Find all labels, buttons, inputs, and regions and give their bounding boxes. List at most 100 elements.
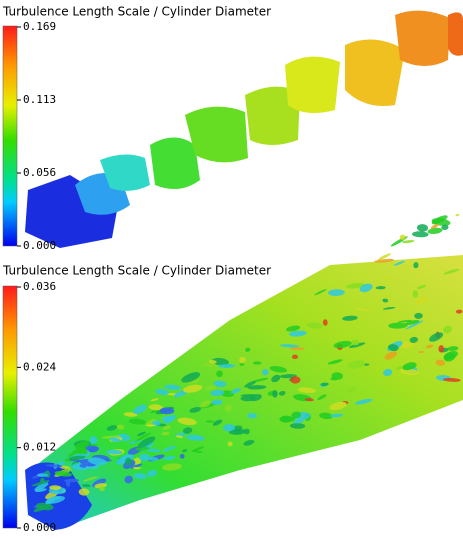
- vortex-structure: [289, 347, 305, 351]
- vortex-structure: [101, 435, 121, 439]
- vortex-structure: [88, 457, 107, 466]
- panel-title: Turbulence Length Scale / Cylinder Diame…: [2, 5, 271, 19]
- vortex-structure: [243, 439, 255, 446]
- vortex-structure: [418, 351, 424, 354]
- vortex-structure: [106, 449, 123, 455]
- vortex-structure: [382, 298, 389, 303]
- vortex-structure: [247, 385, 267, 390]
- vortex-structure: [164, 384, 182, 390]
- vortex-structure: [224, 404, 232, 412]
- vortex-structure: [438, 345, 445, 353]
- vortex-structure: [291, 411, 302, 419]
- vortex-structure: [402, 240, 415, 244]
- vortex-structure: [218, 364, 236, 368]
- vortex-structure: [81, 484, 91, 488]
- vortex-shedding: [25, 10, 463, 248]
- vortex-structure: [173, 390, 188, 398]
- vortex-structure: [269, 366, 288, 373]
- colorbar-tick-label: 0.012: [23, 441, 56, 454]
- vortex-structure: [200, 400, 212, 408]
- vortex-structure: [455, 309, 463, 314]
- vortex-structure: [227, 441, 233, 447]
- vortex-structure: [306, 322, 323, 329]
- vortex-structure: [399, 234, 406, 241]
- colorbar-tick-label: 0.024: [23, 360, 56, 373]
- vortex-structure: [333, 340, 352, 349]
- vortex-structure: [416, 224, 429, 232]
- panel-title: Turbulence Length Scale / Cylinder Diame…: [2, 264, 271, 278]
- vortex-structure: [49, 485, 62, 491]
- vortex-structure: [382, 276, 396, 280]
- vortex-structure: [363, 363, 370, 366]
- vortex-structure: [88, 446, 100, 453]
- vortex-structure: [58, 461, 64, 466]
- vortex-structure: [183, 384, 203, 393]
- vortex-structure: [342, 315, 358, 321]
- vortex-structure: [146, 448, 161, 453]
- vortex-structure: [320, 382, 329, 387]
- vortex-structure: [116, 424, 125, 430]
- vortex-structure: [330, 377, 338, 381]
- vortex-structure: [205, 420, 215, 423]
- colorbar-tick-label: 0.036: [23, 280, 56, 293]
- vortex-structure: [289, 330, 307, 337]
- vortex-structure: [136, 431, 146, 437]
- vortex-structure: [145, 456, 159, 461]
- vortex-structure: [271, 374, 281, 383]
- vortex-structure: [441, 224, 449, 231]
- vortex-structure: [351, 339, 360, 346]
- vortex-structure: [413, 262, 419, 269]
- vortex-structure: [443, 325, 452, 334]
- vortex-blob: [100, 154, 150, 191]
- vortex-structure: [293, 419, 304, 424]
- vortex-structure: [106, 425, 118, 431]
- vortex-structure: [409, 336, 418, 343]
- vortex-structure: [148, 404, 163, 411]
- vortex-structure: [155, 389, 169, 395]
- vortex-structure: [328, 289, 345, 297]
- vortex-structure: [378, 253, 392, 260]
- vortex-structure: [443, 268, 460, 275]
- vortex-blob: [285, 56, 340, 114]
- vortex-structure: [253, 361, 262, 365]
- vortex-structure: [31, 480, 50, 487]
- vortex-structure: [213, 380, 227, 388]
- vortex-structure: [319, 412, 333, 420]
- vortex-structure: [399, 368, 419, 376]
- vortex-structure: [186, 434, 205, 441]
- colorbar-tick-label: 0.000: [23, 239, 56, 252]
- vortex-structure: [99, 486, 105, 492]
- vortex-structure: [54, 470, 72, 477]
- vortex-structure: [443, 351, 459, 360]
- vortex-structure: [447, 346, 459, 351]
- vortex-structure: [191, 446, 205, 452]
- vortex-structure: [89, 436, 98, 444]
- vortex-blob: [150, 137, 200, 189]
- vortex-structure: [45, 497, 56, 505]
- vortex-structure: [46, 464, 62, 468]
- vortex-blob: [395, 10, 450, 66]
- vortex-structure: [382, 306, 396, 310]
- vortex-structure: [124, 475, 133, 484]
- colorbar-tick-label: 0.169: [23, 20, 56, 33]
- vortex-structure: [239, 356, 246, 364]
- vortex-structure: [314, 289, 327, 296]
- vortex-structure: [162, 445, 176, 452]
- vortex-structure: [405, 320, 424, 330]
- vortex-structure: [128, 439, 142, 444]
- vortex-structure: [189, 407, 202, 413]
- vortex-structure: [182, 449, 188, 453]
- vortex-structure: [412, 290, 419, 298]
- vortex-structure: [347, 386, 357, 393]
- vortex-structure: [228, 428, 247, 435]
- vortex-structure: [182, 427, 193, 434]
- vortex-structure: [202, 363, 217, 368]
- vortex-blob: [185, 106, 248, 163]
- vortex-structure: [123, 412, 138, 417]
- vortex-structure: [223, 423, 236, 432]
- vortex-structure: [163, 414, 176, 424]
- vortex-structure: [205, 385, 216, 391]
- vortex-structure: [427, 227, 443, 235]
- vortex-structure: [162, 456, 176, 460]
